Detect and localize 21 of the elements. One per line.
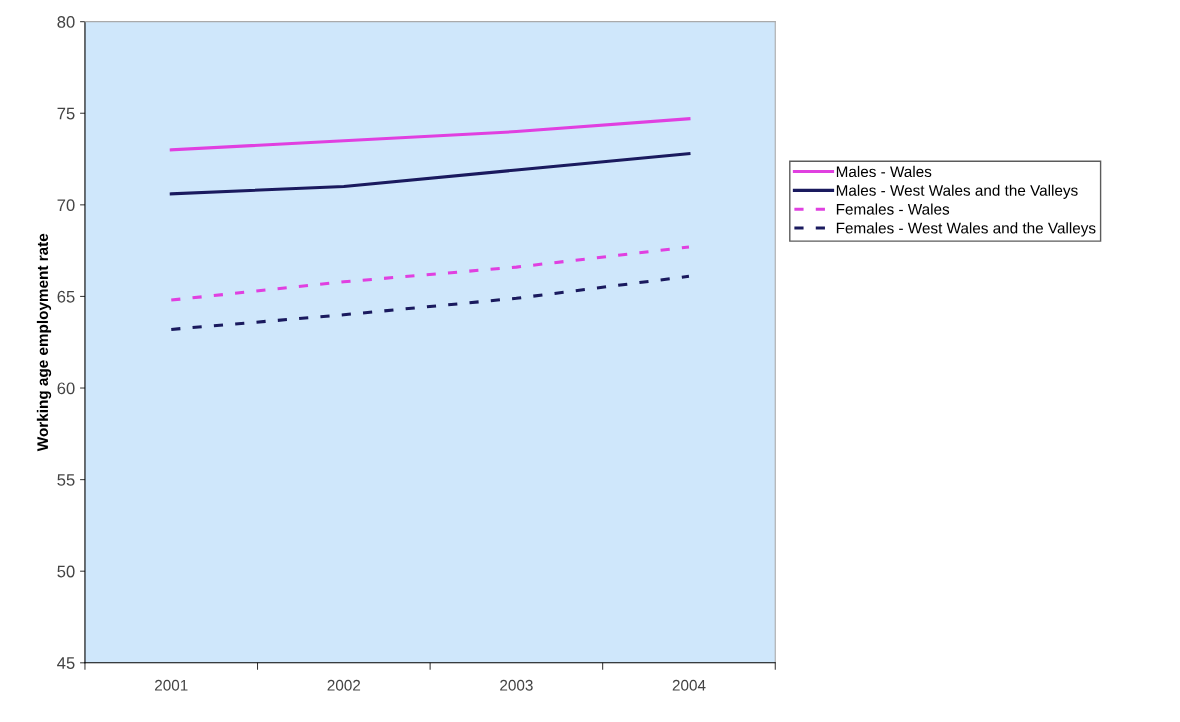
line-series bbox=[169, 245, 691, 302]
y-tick-label: 50 bbox=[57, 565, 75, 578]
y-axis-title: Working age employment rate bbox=[36, 233, 52, 452]
x-tick-label: 2001 bbox=[155, 679, 188, 691]
line-series bbox=[169, 117, 691, 152]
line-series bbox=[169, 152, 691, 196]
y-tick-label: 55 bbox=[57, 474, 75, 486]
y-tick-label: 65 bbox=[57, 290, 75, 303]
x-tick-label: 2003 bbox=[500, 679, 533, 691]
x-tick-label: 2004 bbox=[672, 679, 706, 691]
y-tick-label: 75 bbox=[57, 107, 75, 120]
line-series bbox=[169, 274, 691, 331]
legend-label: Males - West Wales and the Valleys bbox=[836, 184, 1078, 199]
y-tick-label: 60 bbox=[57, 382, 75, 395]
legend-label: Females - West Wales and the Valleys bbox=[836, 222, 1096, 237]
y-tick-label: 45 bbox=[57, 657, 75, 669]
y-tick-label: 80 bbox=[57, 16, 75, 28]
y-tick-label: 70 bbox=[57, 199, 75, 212]
x-tick-label: 2002 bbox=[327, 679, 361, 691]
legend-label: Males - Wales bbox=[836, 165, 932, 178]
legend-label: Females - Wales bbox=[836, 203, 950, 215]
